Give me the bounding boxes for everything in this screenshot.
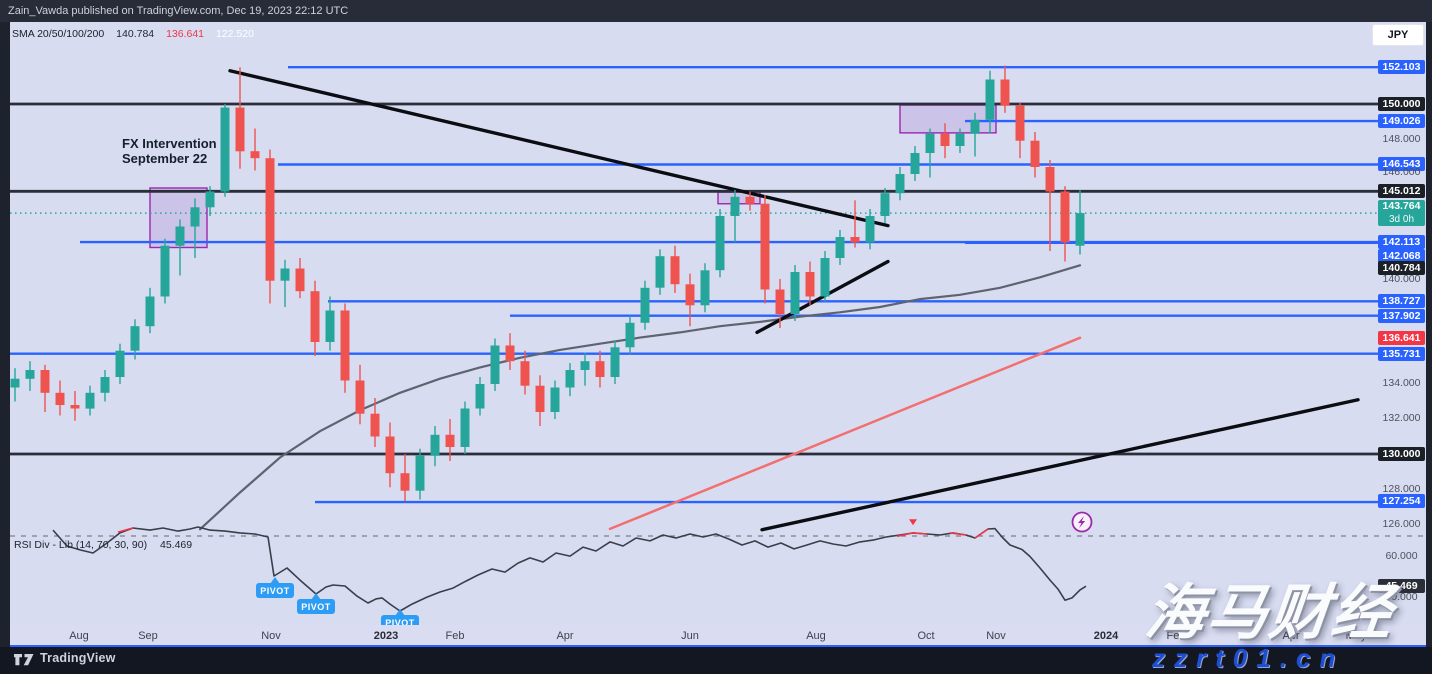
- rsi-divergence-segment: [117, 527, 134, 533]
- time-axis-label: Nov: [261, 630, 281, 642]
- time-axis-label: May: [1345, 630, 1367, 642]
- sma-gray-line: [198, 264, 1082, 531]
- chart-frame-highlight: [10, 645, 1426, 647]
- time-axis-label: 2023: [373, 630, 399, 642]
- trendline: [755, 259, 890, 335]
- time-axis-label: 2024: [1093, 630, 1119, 642]
- rsi-divergence-segment: [949, 532, 967, 536]
- pivot-notch: [311, 593, 321, 600]
- rsi-divergence-segment: [974, 528, 989, 539]
- publish-info-text: Zain_Vawda published on TradingView.com,…: [8, 5, 349, 17]
- time-axis[interactable]: Aug Sep Nov 2023 Feb Apr Jun Aug Oct Nov 2024 Feb Ap…: [0, 625, 1432, 647]
- currency-button[interactable]: JPY: [1372, 24, 1424, 46]
- left-edge-strip: [0, 22, 10, 647]
- pivot-label-text: PIVOT: [301, 602, 331, 612]
- indicator-legend[interactable]: SMA 20/50/100/200 140.784 136.641 122.52…: [12, 28, 263, 40]
- fx-intervention-line1: FX Intervention: [122, 136, 217, 151]
- trendline: [760, 398, 1360, 532]
- rsi-divergence-marker: [909, 519, 917, 526]
- right-edge-strip: [1426, 22, 1432, 647]
- supply-zone-box: [899, 104, 997, 134]
- rsi-line: [52, 526, 1087, 612]
- pivot-label: [297, 599, 335, 614]
- sma200-value: 122.520: [215, 28, 254, 40]
- tradingview-logo-icon: [14, 653, 34, 672]
- watermark-chinese: 海马财经: [1141, 579, 1397, 646]
- time-axis-label: Feb: [1166, 630, 1186, 642]
- fx-intervention-line2: September 22: [122, 151, 208, 166]
- time-axis-label: Feb: [445, 630, 465, 642]
- rsi-legend-label[interactable]: RSI Div - Lib (14, 70, 30, 90): [14, 539, 148, 551]
- fx-intervention-note: FX Intervention September 22: [122, 136, 217, 166]
- sma-legend-label[interactable]: SMA 20/50/100/200: [12, 28, 105, 40]
- sma-red-line: [608, 336, 1082, 531]
- trendline: [228, 69, 890, 228]
- pivot-label: [256, 583, 294, 598]
- pivot-label-text: PIVOT: [260, 586, 290, 596]
- watermark-url: zzrt01.cn: [1152, 643, 1345, 673]
- time-axis-label: Nov: [986, 630, 1006, 642]
- time-axis-label: Oct: [917, 630, 935, 642]
- lightning-bolt: [1078, 516, 1086, 528]
- pivot-label-text: PIVOT: [385, 618, 415, 628]
- time-axis-label: Apr: [1282, 630, 1300, 642]
- publish-info-bar: Zain_Vawda published on TradingView.com,…: [0, 0, 1432, 22]
- time-axis-label: Aug: [806, 630, 826, 642]
- footer-bar: TradingView: [0, 647, 1432, 672]
- time-axis-label: Aug: [69, 630, 89, 642]
- rsi-legend[interactable]: RSI Div - Lib (14, 70, 30, 90) 45.469: [14, 539, 192, 551]
- sma100-value: 136.641: [166, 28, 205, 40]
- rsi-divergence-segment: [896, 532, 928, 538]
- time-axis-label: Jun: [681, 630, 699, 642]
- sma20-value: 140.784: [116, 28, 155, 40]
- tradingview-brand: TradingView: [40, 651, 116, 665]
- rsi-value: 45.469: [159, 539, 193, 551]
- time-axis-label: Apr: [556, 630, 574, 642]
- candlestick-series: [10, 65, 1085, 502]
- pivot-notch: [270, 577, 280, 584]
- pivot-notch: [395, 609, 405, 616]
- time-axis-label: Sep: [138, 630, 158, 642]
